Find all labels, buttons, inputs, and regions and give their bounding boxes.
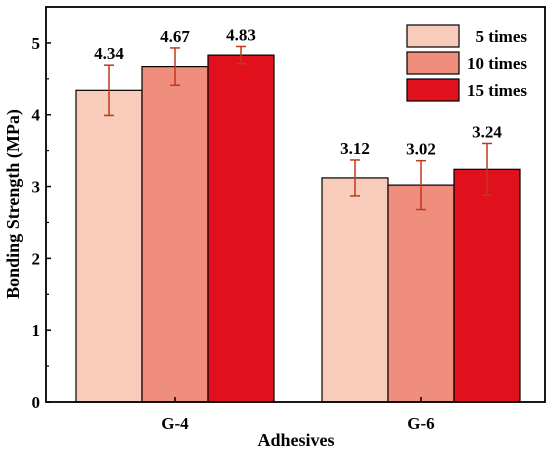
x-axis-title: Adhesives bbox=[257, 430, 334, 450]
x-tick-label-g-4: G-4 bbox=[161, 414, 189, 433]
legend-label-s1: 5 times bbox=[476, 27, 528, 46]
data-label-g-4-s1: 4.34 bbox=[94, 44, 124, 63]
x-tick-label-g-6: G-6 bbox=[407, 414, 434, 433]
legend-label-s2: 10 times bbox=[467, 54, 527, 73]
error-bar-g-4-s2 bbox=[170, 47, 180, 87]
data-label-g-4-s2: 4.67 bbox=[160, 27, 190, 46]
y-tick-label: 5 bbox=[32, 34, 41, 53]
y-tick-label: 1 bbox=[32, 321, 41, 340]
bar-g-6-s2 bbox=[387, 184, 455, 403]
data-label-g-6-s2: 3.02 bbox=[406, 140, 436, 159]
data-labels-group: 4.34 4.67 4.83 3.12 3.02 3.24 bbox=[94, 26, 502, 159]
error-bar-g-4-s3 bbox=[236, 45, 246, 65]
bar-g-4-s2 bbox=[141, 66, 209, 403]
y-tick-label: 2 bbox=[32, 249, 41, 268]
bars-group bbox=[75, 54, 521, 403]
error-bar-g-6-s1 bbox=[350, 159, 360, 197]
error-bar-g-6-s3 bbox=[482, 142, 492, 196]
y-tick-label: 0 bbox=[32, 393, 41, 412]
y-axis-title: Bonding Strength (MPa) bbox=[3, 109, 24, 299]
error-bars-group bbox=[104, 45, 492, 211]
data-label-g-4-s3: 4.83 bbox=[226, 26, 256, 45]
legend: 5 times 10 times 15 times bbox=[406, 24, 528, 102]
error-bar-g-4-s1 bbox=[104, 64, 114, 117]
legend-label-s3: 15 times bbox=[467, 81, 527, 100]
bar-g-6-s1 bbox=[321, 177, 389, 403]
data-label-g-6-s1: 3.12 bbox=[340, 139, 370, 158]
bar-g-6-s3 bbox=[453, 168, 521, 403]
y-tick-label: 3 bbox=[32, 178, 41, 197]
plot-frame bbox=[45, 6, 546, 403]
legend-swatch-s1 bbox=[406, 24, 460, 48]
x-axis-ticks: G-4 G-6 bbox=[161, 397, 435, 433]
legend-swatch-s2 bbox=[406, 51, 460, 75]
legend-swatch-s3 bbox=[406, 78, 460, 102]
bar-g-4-s1 bbox=[75, 89, 143, 403]
data-label-g-6-s3: 3.24 bbox=[472, 122, 502, 141]
bar-g-4-s3 bbox=[207, 54, 275, 403]
error-bar-g-6-s2 bbox=[416, 159, 426, 211]
y-tick-label: 4 bbox=[32, 106, 41, 125]
y-axis-ticks: 0 1 2 3 4 5 bbox=[32, 34, 51, 412]
